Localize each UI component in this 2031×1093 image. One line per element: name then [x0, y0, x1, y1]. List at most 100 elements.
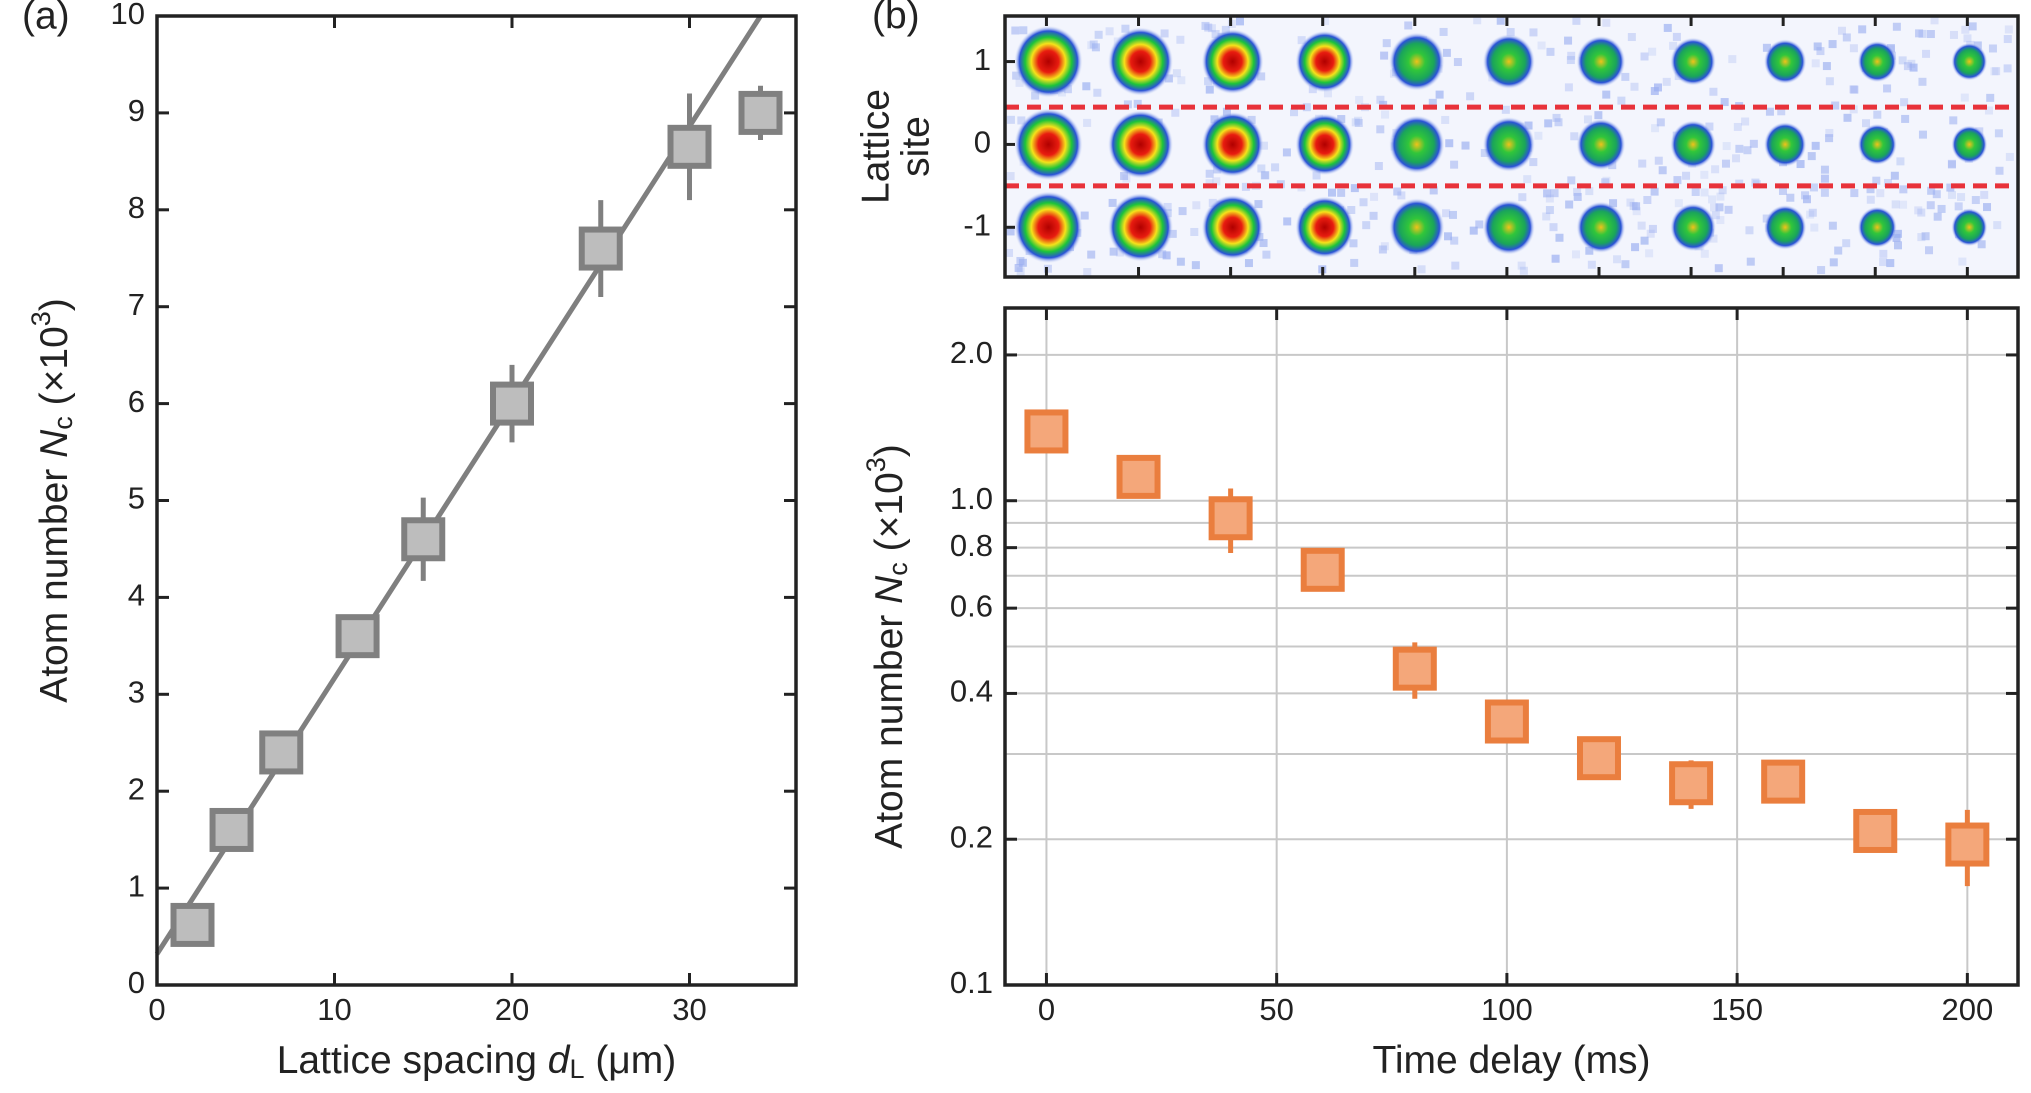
noise-pixel [1658, 166, 1667, 175]
noise-pixel [1850, 189, 1859, 198]
noise-pixel [1519, 266, 1528, 275]
noise-pixel [1450, 160, 1459, 169]
noise-pixel [1714, 264, 1723, 273]
noise-pixel [1573, 192, 1582, 201]
label-part: Time delay (ms) [1372, 1039, 1650, 1082]
axes-frame [1003, 306, 2020, 987]
noise-pixel [1809, 183, 1818, 192]
noise-pixel [1640, 52, 1649, 61]
atom-cloud [1389, 115, 1445, 174]
noise-pixel [1381, 110, 1390, 119]
noise-pixel [1728, 55, 1737, 64]
noise-pixel [1120, 172, 1129, 181]
y-tick-label: 6 [128, 384, 145, 419]
x-tick-label: 0 [1038, 992, 1055, 1027]
noise-pixel [1749, 139, 1758, 148]
noise-pixel [2004, 25, 2013, 34]
noise-pixel [1359, 198, 1368, 207]
noise-pixel [1669, 41, 1678, 50]
noise-pixel [1496, 16, 1505, 25]
noise-pixel [1501, 105, 1510, 114]
noise-pixel [1397, 191, 1406, 200]
noise-pixel [1834, 246, 1843, 255]
noise-pixel [1450, 236, 1459, 245]
noise-pixel [1631, 243, 1640, 252]
x-tick-label: 50 [1259, 992, 1293, 1027]
noise-pixel [1602, 90, 1611, 99]
noise-pixel [1121, 24, 1130, 33]
noise-pixel [1442, 209, 1451, 218]
noise-pixel [1828, 40, 1837, 49]
marker [1576, 736, 1621, 781]
atom-cloud [1201, 194, 1264, 260]
noise-pixel [1708, 195, 1717, 204]
marker [1669, 761, 1714, 806]
noise-pixel [1947, 190, 1956, 199]
noise-pixel [1883, 84, 1892, 93]
noise-pixel [1862, 119, 1871, 128]
noise-pixel [1901, 114, 1910, 123]
atom-cloud [1201, 28, 1264, 95]
noise-pixel [1351, 118, 1360, 127]
noise-pixel [1842, 239, 1851, 248]
noise-pixel [1444, 232, 1453, 241]
noise-pixel [1918, 77, 1927, 86]
noise-pixel [1015, 78, 1024, 87]
noise-pixel [1602, 18, 1611, 27]
noise-pixel [1825, 77, 1834, 86]
noise-pixel [1777, 107, 1786, 116]
atom-cloud [1670, 37, 1716, 86]
noise-pixel [1370, 192, 1379, 201]
noise-pixel [1093, 88, 1102, 97]
noise-pixel [1651, 124, 1660, 133]
noise-pixel [1961, 25, 1970, 34]
noise-pixel [1453, 58, 1462, 67]
noise-pixel [1524, 121, 1533, 130]
noise-pixel [1323, 89, 1332, 98]
noise-pixel [1640, 236, 1649, 245]
y-tick-label: 2 [128, 771, 145, 806]
noise-pixel [1349, 239, 1358, 248]
noise-pixel [1466, 92, 1475, 101]
noise-pixel [1212, 177, 1221, 186]
noise-pixel [1930, 16, 1939, 25]
noise-pixel [1817, 266, 1826, 275]
noise-pixel [1523, 175, 1532, 184]
y-tick-label: 2.0 [950, 335, 993, 370]
atom-cloud [1576, 201, 1626, 254]
y-tick-label: 0 [974, 125, 991, 160]
noise-pixel [1354, 118, 1363, 127]
noise-pixel [1741, 117, 1750, 126]
noise-pixel [1986, 93, 1995, 102]
noise-pixel [1917, 208, 1926, 217]
noise-pixel [1207, 24, 1216, 33]
marker [209, 807, 254, 852]
y-tick-label: 9 [128, 93, 145, 128]
noise-pixel [1017, 116, 1026, 125]
noise-pixel [1866, 185, 1875, 194]
noise-pixel [1626, 198, 1635, 207]
noise-pixel [1808, 208, 1817, 217]
y-axis-label: Atom number Nc (×103) [26, 298, 78, 703]
noise-pixel [1529, 158, 1538, 167]
noise-pixel [1571, 250, 1580, 259]
atom-cloud [1576, 35, 1626, 88]
label-part: c [48, 416, 78, 430]
noise-pixel [1380, 51, 1389, 60]
marker [667, 124, 712, 169]
marker [1208, 496, 1253, 541]
noise-pixel [1376, 95, 1385, 104]
noise-pixel [2005, 152, 2014, 161]
y-tick-label: 5 [128, 481, 145, 516]
noise-pixel [1551, 254, 1560, 263]
noise-pixel [1811, 141, 1820, 150]
y-tick-label: 1 [974, 42, 991, 77]
marker [1116, 454, 1161, 499]
panel-label: (b) [872, 0, 920, 37]
noise-pixel [1896, 157, 1905, 166]
noise-pixel [1963, 34, 1972, 43]
noise-pixel [1297, 36, 1306, 45]
noise-pixel [1630, 82, 1639, 91]
noise-pixel [1720, 98, 1729, 107]
noise-pixel [1171, 108, 1180, 117]
